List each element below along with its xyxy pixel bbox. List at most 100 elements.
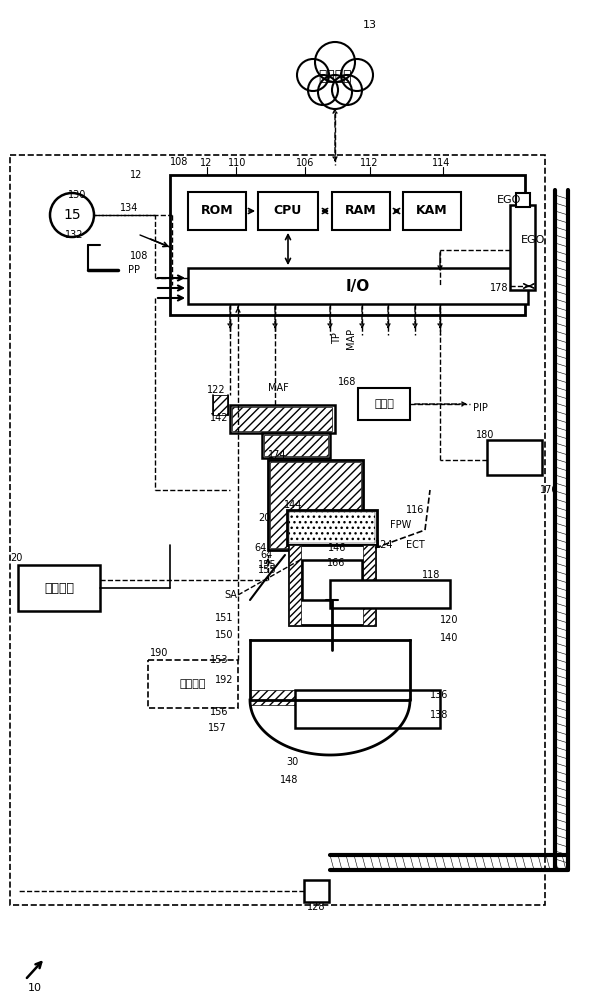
Text: 64: 64 — [260, 550, 273, 560]
Bar — [302, 560, 362, 600]
Bar — [289, 545, 375, 625]
Text: 116: 116 — [406, 505, 425, 515]
Text: 13: 13 — [363, 20, 377, 30]
Text: 144: 144 — [284, 500, 302, 510]
Text: TP: TP — [332, 332, 342, 344]
Text: 122: 122 — [207, 385, 225, 395]
Circle shape — [332, 75, 362, 105]
Text: KAM: KAM — [416, 205, 448, 218]
Bar — [304, 880, 329, 902]
Text: 155: 155 — [258, 560, 277, 570]
Circle shape — [318, 75, 352, 109]
Bar — [232, 407, 332, 431]
Text: 118: 118 — [422, 570, 441, 580]
Text: RAM: RAM — [345, 205, 377, 218]
Bar — [363, 545, 375, 625]
Text: 156: 156 — [210, 707, 229, 717]
Text: 驱动器: 驱动器 — [374, 399, 394, 409]
Text: MAF: MAF — [268, 383, 289, 393]
Bar — [289, 545, 301, 625]
Bar — [268, 460, 363, 550]
Text: 176: 176 — [540, 485, 558, 495]
Text: 174: 174 — [268, 450, 287, 460]
Text: 128: 128 — [307, 902, 325, 912]
Text: 120: 120 — [440, 615, 458, 625]
Text: 180: 180 — [476, 430, 494, 440]
Bar — [230, 405, 335, 433]
Text: 20: 20 — [258, 513, 271, 523]
Text: 178: 178 — [490, 283, 508, 293]
Text: ECT: ECT — [406, 540, 425, 550]
Text: 153: 153 — [210, 655, 229, 665]
Bar — [295, 690, 440, 728]
Bar — [270, 462, 361, 548]
Text: 155: 155 — [258, 565, 277, 575]
Text: EGO: EGO — [521, 235, 545, 245]
Text: 108: 108 — [130, 251, 148, 261]
Text: 146: 146 — [328, 543, 346, 553]
Bar — [18, 565, 100, 611]
Text: 12: 12 — [200, 158, 213, 168]
Bar — [330, 580, 450, 608]
Text: 10: 10 — [28, 983, 42, 993]
Text: 114: 114 — [432, 158, 450, 168]
Text: 166: 166 — [327, 558, 345, 568]
Text: 106: 106 — [296, 158, 315, 168]
Bar — [295, 690, 440, 728]
Bar — [170, 175, 525, 315]
Text: CPU: CPU — [274, 205, 302, 218]
Text: 140: 140 — [440, 633, 458, 643]
Bar — [510, 205, 535, 290]
Text: 110: 110 — [228, 158, 246, 168]
Text: 20: 20 — [10, 553, 23, 563]
Text: 138: 138 — [430, 710, 448, 720]
Bar — [487, 440, 542, 475]
Text: 12: 12 — [130, 170, 142, 180]
Text: 151: 151 — [215, 613, 233, 623]
Text: 112: 112 — [360, 158, 378, 168]
Bar — [516, 193, 530, 207]
Text: 车外网络: 车外网络 — [318, 69, 352, 83]
Text: 64: 64 — [254, 543, 266, 553]
Text: FPW: FPW — [390, 520, 411, 530]
Bar — [188, 268, 528, 304]
Text: 15: 15 — [63, 208, 81, 222]
Bar — [287, 510, 377, 545]
Text: SA: SA — [224, 590, 237, 600]
Bar — [289, 512, 375, 543]
Text: 190: 190 — [150, 648, 169, 658]
Text: 134: 134 — [120, 203, 138, 213]
Text: 108: 108 — [170, 157, 188, 167]
Bar — [258, 192, 318, 230]
Text: 142: 142 — [210, 413, 229, 423]
Text: 150: 150 — [215, 630, 233, 640]
Text: 136: 136 — [430, 690, 448, 700]
Text: 192: 192 — [215, 675, 233, 685]
Circle shape — [341, 59, 373, 91]
Bar — [264, 435, 328, 456]
Text: 148: 148 — [280, 775, 298, 785]
Bar — [213, 395, 228, 415]
Circle shape — [297, 59, 329, 91]
Text: 124: 124 — [375, 540, 393, 550]
Text: 燃料系统: 燃料系统 — [44, 582, 74, 594]
Bar — [188, 192, 246, 230]
Text: PP: PP — [128, 265, 140, 275]
Text: 点火系统: 点火系统 — [180, 679, 207, 689]
Bar — [10, 155, 545, 905]
Text: 157: 157 — [208, 723, 227, 733]
Text: I/O: I/O — [346, 278, 370, 294]
Text: MAP: MAP — [346, 327, 356, 349]
Bar — [262, 433, 330, 458]
Text: 168: 168 — [338, 377, 356, 387]
Text: 130: 130 — [68, 190, 86, 200]
Text: ROM: ROM — [200, 205, 233, 218]
Text: 132: 132 — [65, 230, 84, 240]
Circle shape — [315, 42, 355, 82]
Text: 30: 30 — [286, 757, 298, 767]
Bar — [148, 660, 238, 708]
Circle shape — [308, 75, 338, 105]
Bar — [330, 580, 450, 608]
Circle shape — [50, 193, 94, 237]
Bar — [332, 192, 390, 230]
